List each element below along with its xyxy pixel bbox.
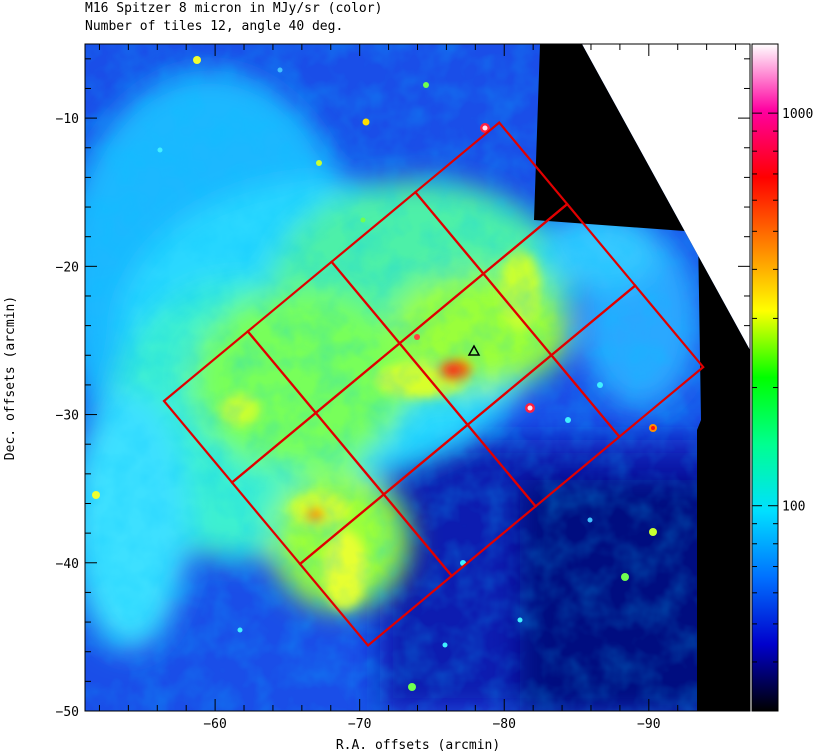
figure-title: M16 Spitzer 8 micron in MJy/sr (color) <box>85 1 383 16</box>
y-tick-label: −20 <box>56 260 79 275</box>
x-tick-label: −80 <box>492 717 515 732</box>
colorbar-tick-label: 100 <box>782 500 805 515</box>
sky-image <box>85 44 750 711</box>
figure-subtitle: Number of tiles 12, angle 40 deg. <box>85 19 344 34</box>
y-tick-label: −10 <box>56 112 79 127</box>
colorbar-axis: 100 1000 <box>752 107 813 712</box>
triangle-marker <box>467 344 481 356</box>
x-tick-label: −70 <box>348 717 371 732</box>
no-data-region <box>582 44 750 350</box>
x-tick-label: −90 <box>637 717 660 732</box>
tile-grid <box>162 121 705 648</box>
colorbar-frame <box>751 43 779 712</box>
y-tick-label: −40 <box>56 557 79 572</box>
x-tick-label: −60 <box>203 717 226 732</box>
no-coverage-edge <box>534 44 750 711</box>
colorbar <box>752 44 778 711</box>
y-tick-label: −30 <box>56 409 79 424</box>
colorbar-tick-label: 1000 <box>782 107 813 122</box>
y-axis: −10 −20 −30 −40 −50 <box>56 58 750 720</box>
tile-outline <box>549 284 705 439</box>
x-axis-label: R.A. offsets (arcmin) <box>336 738 500 753</box>
y-tick-label: −50 <box>56 705 79 720</box>
y-axis-label: Dec. offsets (arcmin) <box>3 296 18 460</box>
x-axis: −60 −70 −80 −90 <box>98 44 737 732</box>
